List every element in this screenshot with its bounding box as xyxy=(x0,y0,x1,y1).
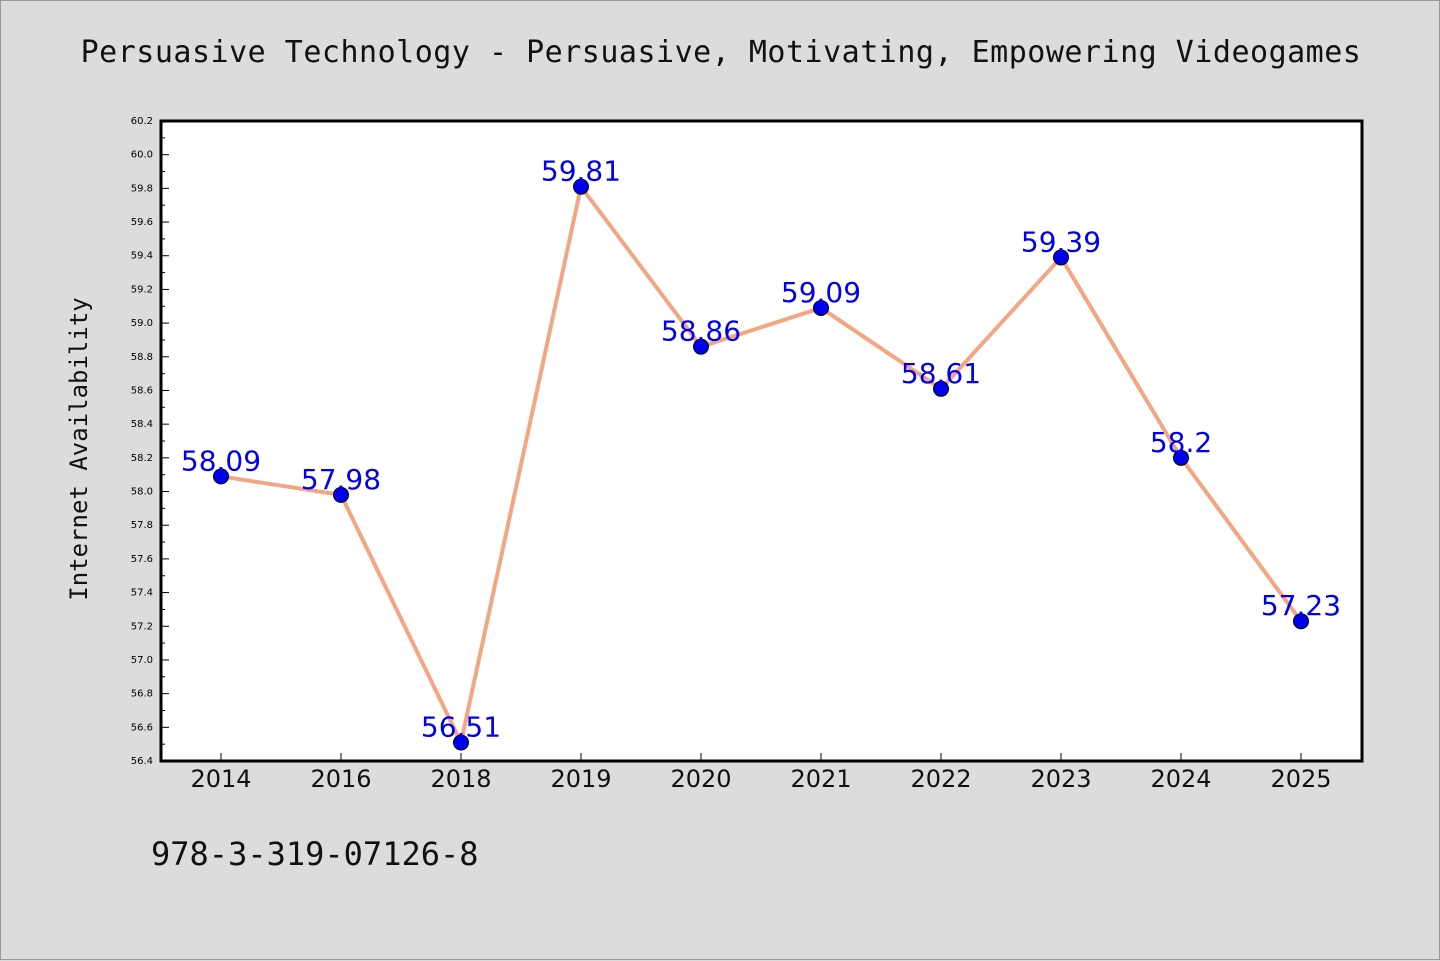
data-label: 59.81 xyxy=(541,155,621,188)
data-label: 58.09 xyxy=(181,444,261,477)
data-label: 57.23 xyxy=(1261,589,1341,622)
x-tick-label: 2019 xyxy=(550,765,611,793)
y-tick-label: 56.6 xyxy=(131,722,153,733)
data-label: 58.2 xyxy=(1150,426,1212,459)
y-tick-label: 60.0 xyxy=(131,150,153,161)
isbn-label: 978-3-319-07126-8 xyxy=(151,835,479,873)
y-tick-label: 58.6 xyxy=(131,385,153,396)
y-tick-label: 58.8 xyxy=(131,352,153,363)
y-tick-label: 58.4 xyxy=(131,419,153,430)
y-tick-label: 59.8 xyxy=(131,183,153,194)
data-point xyxy=(933,380,949,397)
y-tick-label: 60.2 xyxy=(131,116,153,127)
y-tick-label: 59.2 xyxy=(131,284,153,295)
x-tick-label: 2022 xyxy=(910,765,971,793)
x-tick-label: 2024 xyxy=(1150,765,1211,793)
data-point xyxy=(813,299,829,316)
y-tick-label: 59.4 xyxy=(131,251,153,262)
data-point xyxy=(573,178,589,195)
x-tick-label: 2018 xyxy=(430,765,491,793)
x-tick-label: 2014 xyxy=(190,765,251,793)
x-tick-label: 2023 xyxy=(1030,765,1091,793)
y-tick-label: 57.6 xyxy=(131,554,153,565)
data-point xyxy=(213,468,229,485)
data-point xyxy=(693,338,709,355)
data-label: 56.51 xyxy=(421,710,501,743)
data-point xyxy=(453,734,469,751)
y-tick-label: 57.0 xyxy=(131,655,153,666)
chart-title: Persuasive Technology - Persuasive, Moti… xyxy=(80,35,1362,70)
plot-area xyxy=(159,119,1364,763)
data-point xyxy=(1173,449,1189,466)
series-line xyxy=(220,184,1303,745)
data-label: 58.86 xyxy=(661,315,741,348)
data-point xyxy=(1293,613,1309,630)
y-tick-label: 57.8 xyxy=(131,520,153,531)
data-label: 59.09 xyxy=(781,276,861,309)
y-axis: 56.4 56.6 56.8 57.0 57.2 57.4 57.6 57.8 58.0 58.2… xyxy=(131,116,169,767)
y-tick-label: 59.6 xyxy=(131,217,153,228)
data-label: 58.61 xyxy=(901,357,981,390)
x-tick-label: 2020 xyxy=(670,765,731,793)
data-point xyxy=(1053,249,1069,266)
x-tick-label: 2021 xyxy=(790,765,851,793)
x-tick-label: 2016 xyxy=(310,765,371,793)
x-tick-label: 2025 xyxy=(1270,765,1331,793)
y-axis-label: Internet Availability xyxy=(65,297,93,600)
y-tick-label: 56.4 xyxy=(131,756,153,767)
y-tick-label: 59.0 xyxy=(131,318,153,329)
y-tick-label: 58.2 xyxy=(131,453,153,464)
y-tick-label: 57.2 xyxy=(131,621,153,632)
data-point xyxy=(333,486,349,503)
data-label: 57.98 xyxy=(301,463,381,496)
y-tick-label: 57.4 xyxy=(131,588,153,599)
y-tick-label: 56.8 xyxy=(131,689,153,700)
data-label: 59.39 xyxy=(1021,225,1101,258)
x-axis: 2014 2016 2018 2019 2020 2021 2022 2023 2024 2025 xyxy=(190,753,1332,793)
y-tick-label: 58.0 xyxy=(131,487,153,498)
